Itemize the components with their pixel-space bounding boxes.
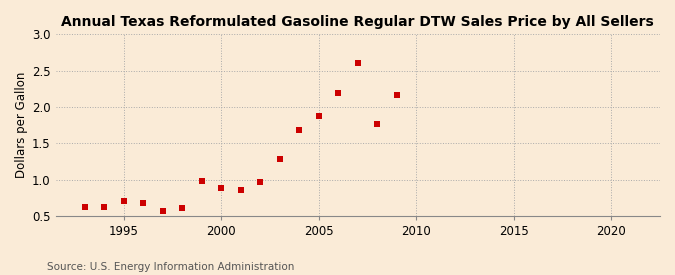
Point	[196, 179, 207, 183]
Text: Source: U.S. Energy Information Administration: Source: U.S. Energy Information Administ…	[47, 262, 294, 272]
Point	[333, 91, 344, 95]
Y-axis label: Dollars per Gallon: Dollars per Gallon	[15, 72, 28, 178]
Point	[255, 180, 266, 184]
Point	[392, 93, 402, 98]
Point	[216, 186, 227, 191]
Point	[236, 188, 246, 192]
Point	[99, 204, 110, 209]
Point	[157, 209, 168, 213]
Point	[294, 128, 304, 133]
Point	[138, 201, 148, 205]
Point	[372, 122, 383, 127]
Point	[119, 199, 130, 204]
Point	[313, 114, 324, 119]
Point	[352, 60, 363, 65]
Point	[275, 157, 286, 161]
Point	[80, 205, 90, 210]
Title: Annual Texas Reformulated Gasoline Regular DTW Sales Price by All Sellers: Annual Texas Reformulated Gasoline Regul…	[61, 15, 654, 29]
Point	[177, 206, 188, 210]
